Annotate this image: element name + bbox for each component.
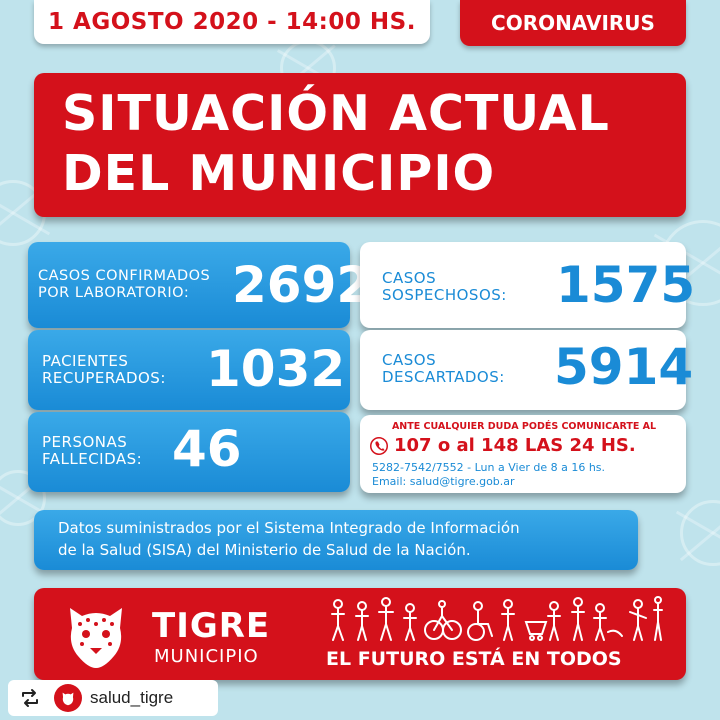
- phone-icon: [370, 436, 388, 455]
- data-source-line-1: Datos suministrados por el Sistema Integ…: [58, 519, 520, 537]
- emergency-phones: 107 o al 148 LAS 24 HS.: [370, 435, 636, 456]
- suspected-cases-value: 1575: [556, 256, 696, 314]
- repost-chip[interactable]: salud_tigre: [8, 680, 218, 716]
- footer-banner: TIGRE MUNICIPIO EL FUTURO ESTÁ EN TODOS: [34, 588, 686, 680]
- virus-decoration-icon: [0, 470, 46, 526]
- slogan-bold: TODOS: [546, 648, 622, 670]
- data-source-note: Datos suministrados por el Sistema Integ…: [34, 510, 638, 570]
- topic-tag: CORONAVIRUS: [460, 0, 686, 46]
- topic-tag-text: CORONAVIRUS: [491, 11, 655, 35]
- deceased-card: PERSONAS FALLECIDAS: 46: [28, 412, 350, 492]
- tiger-head-icon: [70, 608, 122, 668]
- confirmed-cases-card: CASOS CONFIRMADOS POR LABORATORIO: 2692: [28, 242, 371, 328]
- contact-heading: ANTE CUALQUIER DUDA PODÉS COMUNICARTE AL: [391, 421, 657, 432]
- brand-subtitle: MUNICIPIO: [154, 646, 259, 667]
- virus-decoration-icon: [680, 500, 720, 566]
- deceased-value: 46: [172, 420, 242, 478]
- discarded-cases-value: 5914: [554, 338, 694, 396]
- deceased-label: PERSONAS FALLECIDAS:: [42, 433, 143, 468]
- contact-card: ANTE CUALQUIER DUDA PODÉS COMUNICARTE AL…: [360, 415, 686, 493]
- tiger-head-icon: [62, 692, 74, 706]
- confirmed-cases-label: CASOS CONFIRMADOS POR LABORATORIO:: [38, 268, 211, 301]
- slogan: EL FUTURO ESTÁ EN TODOS: [326, 648, 622, 670]
- discarded-cases-label: CASOS DESCARTADOS:: [382, 351, 505, 386]
- data-source-line-2: de la Salud (SISA) del Ministerio de Sal…: [58, 541, 471, 559]
- avatar[interactable]: [54, 684, 82, 712]
- brand-name: TIGRE: [152, 606, 271, 646]
- repost-bar: salud_tigre: [0, 676, 720, 720]
- suspected-cases-label: CASOS SOSPECHOSOS:: [382, 269, 507, 304]
- title-line-1: SITUACIÓN ACTUAL: [62, 85, 610, 142]
- office-phone-line: 5282-7542/7552 - Lun a Vier de 8 a 16 hs…: [372, 461, 606, 474]
- date-time-banner: 1 AGOSTO 2020 - 14:00 HS.: [34, 0, 430, 44]
- emergency-phones-text: 107 o al 148 LAS 24 HS.: [394, 435, 636, 456]
- email-line: Email: salud@tigre.gob.ar: [372, 475, 515, 488]
- recovered-patients-label: PACIENTES RECUPERADOS:: [42, 352, 166, 387]
- title-banner: SITUACIÓN ACTUAL DEL MUNICIPIO: [34, 73, 686, 217]
- confirmed-cases-value: 2692: [232, 256, 372, 314]
- slogan-prefix: EL FUTURO ESTÁ EN: [326, 648, 547, 670]
- username-link[interactable]: salud_tigre: [90, 688, 174, 707]
- discarded-cases-card: CASOS DESCARTADOS: 5914: [360, 330, 693, 410]
- suspected-cases-card: CASOS SOSPECHOSOS: 1575: [360, 242, 695, 328]
- recovered-patients-value: 1032: [206, 340, 346, 398]
- people-illustration-icon: [331, 596, 663, 641]
- date-time-text: 1 AGOSTO 2020 - 14:00 HS.: [48, 9, 416, 35]
- repost-icon: [22, 689, 38, 707]
- recovered-patients-card: PACIENTES RECUPERADOS: 1032: [28, 330, 350, 410]
- title-line-2: DEL MUNICIPIO: [62, 145, 496, 202]
